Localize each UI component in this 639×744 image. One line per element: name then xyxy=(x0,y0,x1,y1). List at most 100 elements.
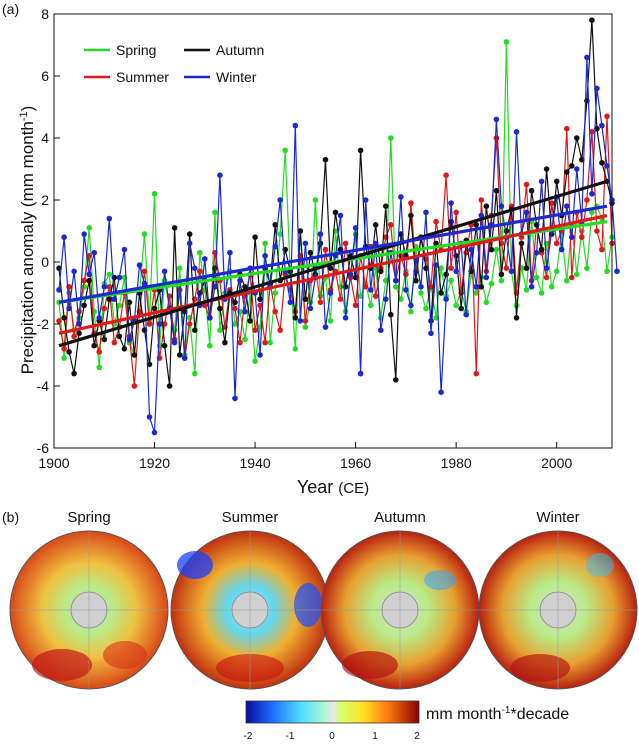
point-summer xyxy=(337,296,344,303)
point-spring xyxy=(548,284,555,290)
point-autumn xyxy=(518,240,525,247)
point-winter xyxy=(478,212,485,219)
point-winter xyxy=(352,225,359,231)
point-winter xyxy=(528,284,535,290)
point-winter xyxy=(327,290,334,296)
point-autumn xyxy=(81,302,87,309)
legend-label-summer: Summer xyxy=(116,69,169,85)
point-winter xyxy=(307,305,314,312)
point-winter xyxy=(317,231,324,237)
point-autumn xyxy=(302,296,309,303)
point-spring xyxy=(433,315,439,321)
point-summer xyxy=(548,200,555,206)
point-summer xyxy=(317,299,324,306)
point-summer xyxy=(453,209,460,216)
point-spring xyxy=(448,277,454,284)
point-spring xyxy=(272,290,279,296)
map-winter: Winter xyxy=(478,509,638,690)
map-title-autumn: Autumn xyxy=(374,509,426,526)
point-summer xyxy=(493,135,500,141)
point-winter xyxy=(604,163,610,169)
point-summer xyxy=(61,346,67,352)
point-spring xyxy=(553,268,560,275)
point-winter xyxy=(207,315,213,321)
point-winter xyxy=(564,203,570,209)
map-title-summer: Summer xyxy=(222,509,279,526)
point-spring xyxy=(584,265,590,272)
point-summer xyxy=(302,318,309,324)
point-winter xyxy=(272,243,279,250)
point-winter xyxy=(86,271,92,278)
y-tick-label: 2 xyxy=(41,192,49,208)
map-patch-winter-2 xyxy=(586,553,614,577)
map-patch-spring-1 xyxy=(32,649,92,681)
point-summer xyxy=(352,302,359,309)
point-winter xyxy=(398,194,404,200)
point-autumn xyxy=(599,160,605,166)
trend-lines-layer xyxy=(58,179,608,348)
point-winter xyxy=(614,268,620,275)
point-autumn xyxy=(523,265,530,272)
point-autumn xyxy=(388,311,394,318)
point-winter xyxy=(433,262,439,268)
point-autumn xyxy=(166,383,173,389)
point-winter xyxy=(453,268,460,275)
point-autumn xyxy=(327,265,334,272)
point-winter xyxy=(569,234,575,240)
point-summer xyxy=(579,234,585,240)
legend: Spring Autumn Summer Winter xyxy=(84,42,264,85)
point-autumn xyxy=(61,315,67,321)
point-summer xyxy=(252,327,258,334)
point-winter xyxy=(463,311,470,318)
point-autumn xyxy=(86,277,92,284)
point-summer xyxy=(473,370,480,377)
point-spring xyxy=(292,346,299,352)
point-autumn xyxy=(438,290,444,296)
point-autumn xyxy=(212,265,218,272)
point-spring xyxy=(408,308,414,315)
point-summer xyxy=(111,339,118,346)
map-patch-winter-1 xyxy=(510,654,570,682)
point-winter xyxy=(116,274,123,281)
point-summer xyxy=(443,172,449,178)
y-tick-label: -4 xyxy=(37,378,50,394)
point-winter xyxy=(599,122,605,129)
point-autumn xyxy=(513,315,520,321)
y-tick-label: 4 xyxy=(41,130,49,146)
point-summer xyxy=(433,218,439,225)
x-tick-label: 2000 xyxy=(541,455,572,471)
point-autumn xyxy=(131,352,138,358)
point-summer xyxy=(277,327,284,334)
point-winter xyxy=(237,277,243,284)
point-spring xyxy=(277,231,284,237)
point-spring xyxy=(141,231,148,237)
series-line-spring xyxy=(58,41,613,374)
point-spring xyxy=(564,277,570,284)
point-spring xyxy=(192,370,198,377)
point-winter xyxy=(151,429,158,436)
point-summer xyxy=(594,228,600,234)
point-autumn xyxy=(483,203,490,209)
y-tick-label: -6 xyxy=(37,440,50,456)
point-autumn xyxy=(116,333,123,340)
point-autumn xyxy=(393,377,399,383)
point-autumn xyxy=(528,187,535,194)
point-autumn xyxy=(433,240,439,247)
point-winter xyxy=(428,330,434,337)
point-autumn xyxy=(589,17,595,24)
point-spring xyxy=(423,305,429,312)
point-winter xyxy=(513,129,520,135)
point-spring xyxy=(438,265,444,272)
point-spring xyxy=(282,147,289,154)
point-spring xyxy=(106,271,113,278)
point-winter xyxy=(448,200,454,206)
point-winter xyxy=(61,234,67,240)
point-winter xyxy=(347,271,354,278)
point-winter xyxy=(443,296,449,303)
map-autumn: Autumn xyxy=(320,509,480,690)
colorbar-tick-0: -2 xyxy=(244,731,253,742)
point-summer xyxy=(141,268,148,275)
axes-layer: 1900 1920 1940 1960 1980 2000 -6 -4 -2 0 2 4 6 8 xyxy=(37,6,573,471)
point-winter xyxy=(76,321,82,327)
point-spring xyxy=(393,284,399,290)
